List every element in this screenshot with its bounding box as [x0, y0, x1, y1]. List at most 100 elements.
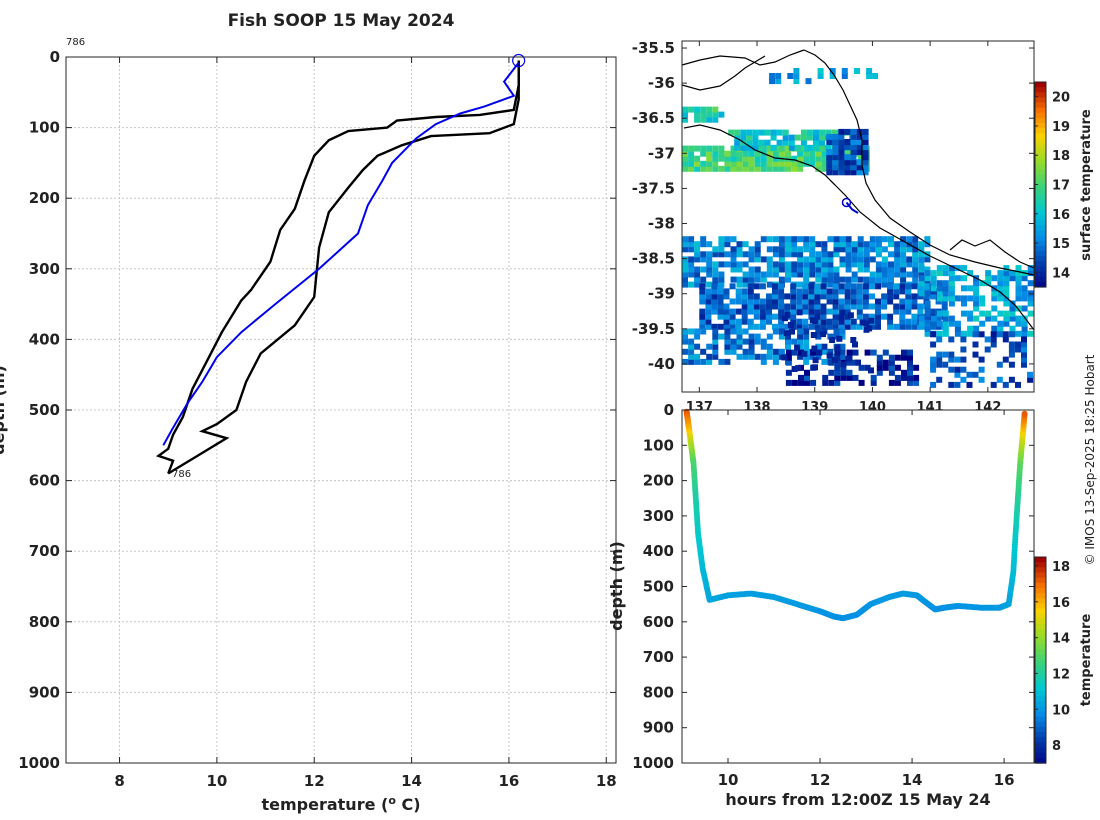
sst-cell: [736, 155, 743, 162]
sst-cell: [797, 333, 804, 340]
sst-cell: [833, 236, 840, 243]
sst-cell: [954, 356, 961, 363]
sst-cell: [827, 251, 834, 258]
sst-cell: [863, 266, 870, 273]
depth-time-y-tick-label: 500: [643, 578, 674, 596]
temp-colorbar-segment: [1035, 711, 1046, 718]
profile-y-tick-label: 900: [29, 683, 60, 701]
sst-colorbar-segment: [1035, 246, 1046, 252]
sst-cell: [803, 155, 810, 162]
sst-cell: [851, 261, 858, 268]
sst-cell: [906, 256, 913, 263]
sst-cell: [1027, 280, 1034, 287]
sst-cell: [966, 381, 973, 388]
sst-cell: [742, 281, 749, 288]
sst-cell: [997, 295, 1004, 302]
sst-cell: [929, 293, 936, 300]
sst-cell: [833, 271, 840, 278]
sst-colorbar-segment: [1035, 230, 1046, 237]
sst-cell: [778, 276, 785, 283]
sst-cell: [694, 328, 701, 335]
sst-cell: [814, 293, 821, 300]
sst-cell: [1008, 331, 1015, 338]
sst-cell: [772, 328, 779, 335]
sst-cell: [912, 251, 919, 258]
sst-cell: [784, 303, 791, 310]
sst-cell: [736, 160, 743, 167]
sst-cell: [834, 349, 841, 356]
sst-cell: [772, 358, 779, 365]
sst-cell: [712, 343, 719, 350]
sst-cell: [718, 271, 725, 278]
sst-cell: [888, 359, 895, 366]
sst-cell: [694, 116, 701, 123]
temp-colorbar-segment: [1035, 603, 1046, 610]
sst-cell: [930, 270, 937, 277]
profile-start-label: 786: [66, 37, 85, 48]
sst-cell: [803, 333, 810, 340]
temp-colorbar-segment: [1035, 629, 1046, 635]
sst-cell: [705, 303, 712, 310]
sst-cell: [682, 348, 688, 355]
depth-time-x-tick-label: 16: [994, 771, 1015, 789]
sst-cell: [1027, 376, 1034, 383]
sst-cell: [748, 150, 755, 157]
depth-time-y-tick-label: 200: [643, 472, 674, 490]
sst-cell: [700, 116, 707, 123]
sst-cell: [862, 133, 869, 140]
depth-time-x-tick-label: 14: [902, 771, 923, 789]
sst-cell: [864, 364, 871, 371]
sst-cell: [700, 160, 707, 167]
sst-cell: [813, 139, 819, 146]
sst-cell: [917, 283, 924, 290]
sst-cell: [825, 144, 832, 151]
sst-cell: [856, 149, 863, 156]
temp-colorbar-segment: [1035, 649, 1046, 656]
sst-cell: [729, 298, 736, 305]
sst-cell: [718, 111, 725, 118]
sst-cell: [901, 374, 907, 381]
sst-cell: [775, 73, 782, 79]
sst-cell: [753, 293, 760, 300]
sst-cell: [851, 251, 858, 258]
sst-cell: [833, 241, 840, 248]
sst-cell: [918, 271, 925, 278]
sst-cell: [754, 256, 761, 263]
sst-colorbar-segment: [1035, 199, 1046, 206]
sst-cell: [796, 288, 803, 295]
sst-cell: [948, 356, 955, 363]
sst-cell: [1003, 300, 1010, 307]
sst-cell: [760, 276, 767, 283]
sst-cell: [747, 293, 754, 300]
sst-cell: [688, 343, 695, 350]
sst-cell: [831, 129, 838, 136]
sst-cell: [776, 139, 783, 146]
sst-cell: [960, 376, 967, 383]
temp-colorbar-segment: [1035, 593, 1046, 599]
sst-cell: [907, 369, 913, 376]
sst-cell: [803, 266, 810, 273]
sst-cell: [718, 150, 725, 157]
sst-cell: [869, 256, 876, 263]
sst-cell: [901, 369, 907, 376]
sst-cell: [766, 145, 773, 152]
kangaroo-island: [683, 124, 836, 186]
sst-cell: [724, 241, 731, 248]
sst-colorbar-segment: [1035, 225, 1046, 232]
sst-cell: [847, 312, 854, 319]
sst-cell: [1021, 295, 1028, 302]
sst-cell: [803, 241, 810, 248]
profile-x-tick-label: 10: [206, 772, 227, 790]
sst-cell: [718, 241, 725, 248]
sst-cell: [888, 271, 894, 278]
sst-cell: [838, 288, 845, 295]
sst-cell: [760, 358, 767, 365]
sst-cell: [1002, 336, 1009, 343]
sst-cell: [712, 266, 719, 273]
sst-cell: [705, 318, 712, 325]
sst-cell: [785, 338, 791, 345]
temp-colorbar-segment: [1035, 675, 1046, 682]
profile-x-axis-label: temperature (o C): [261, 794, 420, 815]
sst-cell: [840, 369, 847, 376]
sst-cell: [918, 315, 925, 322]
